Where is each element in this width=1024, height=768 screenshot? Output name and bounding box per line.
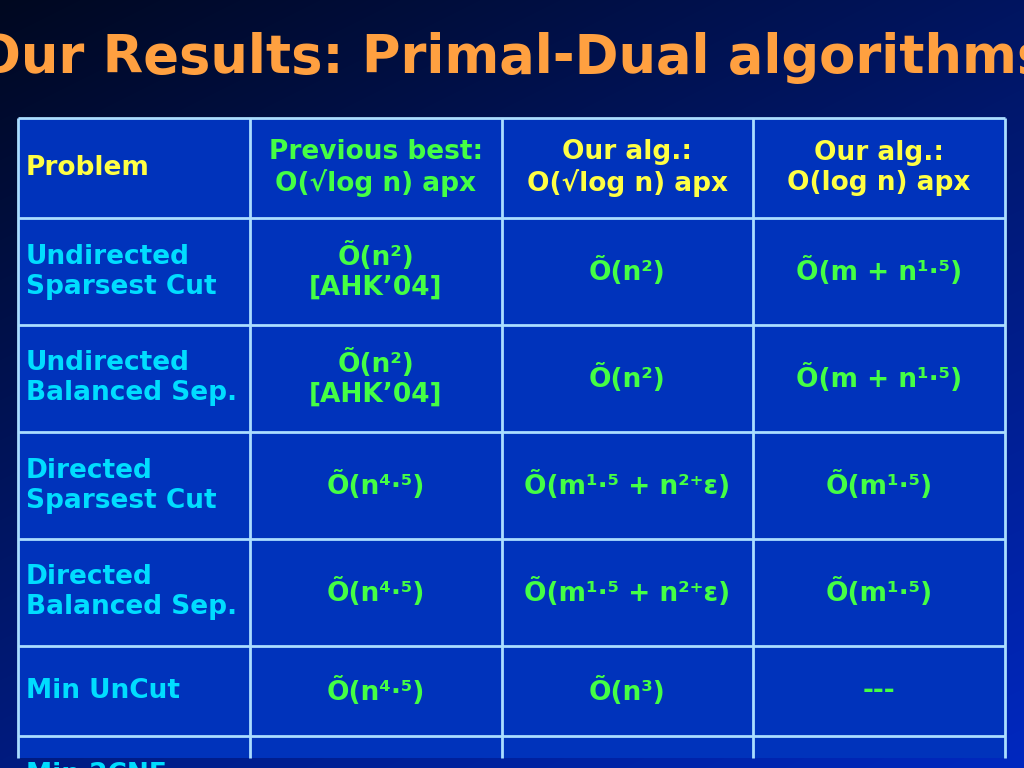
- Text: Õ(n²)
[AHK’04]: Õ(n²) [AHK’04]: [309, 349, 442, 408]
- Text: Õ(n⁴⋅⁵): Õ(n⁴⋅⁵): [327, 471, 425, 500]
- Text: Õ(m¹⋅⁵ + n²⁺ε): Õ(m¹⋅⁵ + n²⁺ε): [524, 471, 730, 500]
- Text: Õ(m + n¹⋅⁵): Õ(m + n¹⋅⁵): [796, 364, 963, 393]
- Text: Õ(n²): Õ(n²): [589, 257, 666, 286]
- Text: Õ(m¹⋅⁵): Õ(m¹⋅⁵): [825, 578, 933, 607]
- Text: Our Results: Primal-Dual algorithms: Our Results: Primal-Dual algorithms: [0, 32, 1024, 84]
- Text: Our alg.:
O(√log n) apx: Our alg.: O(√log n) apx: [527, 139, 728, 197]
- Text: Undirected
Sparsest Cut: Undirected Sparsest Cut: [26, 243, 217, 300]
- Text: Õ(m¹⋅⁵): Õ(m¹⋅⁵): [825, 471, 933, 500]
- Text: Õ(m¹⋅⁵ + n²⁺ε): Õ(m¹⋅⁵ + n²⁺ε): [524, 578, 730, 607]
- Text: ---: ---: [863, 678, 895, 704]
- Bar: [18, 118, 1005, 758]
- Text: Õ(n⁴⋅⁵): Õ(n⁴⋅⁵): [327, 578, 425, 607]
- Text: Previous best:
O(√log n) apx: Previous best: O(√log n) apx: [268, 139, 483, 197]
- Text: Õ(n²): Õ(n²): [589, 364, 666, 393]
- Text: Õ(n⁴⋅⁵): Õ(n⁴⋅⁵): [327, 677, 425, 706]
- Text: Problem: Problem: [26, 155, 150, 181]
- Text: Directed
Sparsest Cut: Directed Sparsest Cut: [26, 458, 217, 514]
- Text: Undirected
Balanced Sep.: Undirected Balanced Sep.: [26, 350, 238, 406]
- Text: Min UnCut: Min UnCut: [26, 678, 180, 704]
- Text: Directed
Balanced Sep.: Directed Balanced Sep.: [26, 564, 238, 621]
- Text: Õ(n³): Õ(n³): [589, 677, 666, 706]
- Text: Õ(m + n¹⋅⁵): Õ(m + n¹⋅⁵): [796, 257, 963, 286]
- Text: Õ(n²)
[AHK’04]: Õ(n²) [AHK’04]: [309, 242, 442, 301]
- Text: Our alg.:
O(log n) apx: Our alg.: O(log n) apx: [787, 140, 971, 196]
- Text: Min 2CNF
Deletion: Min 2CNF Deletion: [26, 762, 167, 768]
